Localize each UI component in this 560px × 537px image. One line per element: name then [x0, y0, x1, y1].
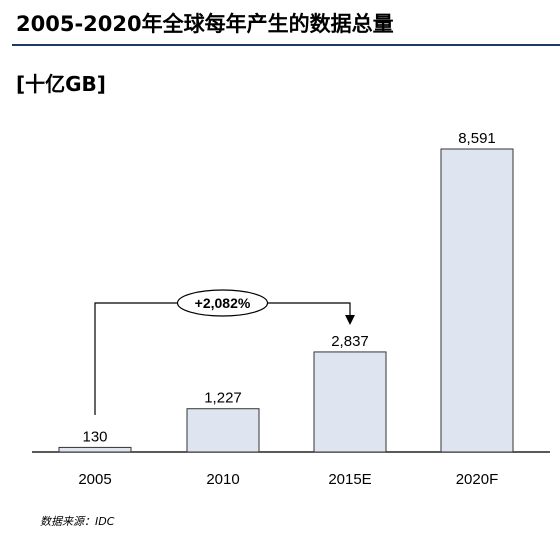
title-divider — [12, 44, 560, 46]
bar-2020F — [440, 148, 514, 453]
growth-callout-label: +2,082% — [195, 295, 251, 311]
x-tick-label: 2015E — [328, 471, 371, 488]
x-tick-label: 2005 — [78, 471, 111, 488]
unit-label: [十亿GB] — [16, 72, 106, 96]
bar-2010 — [186, 408, 260, 453]
chart-title: 2005-2020年全球每年产生的数据总量 — [16, 12, 394, 36]
bar-value-label: 8,591 — [458, 130, 496, 147]
source-note: 数据来源：IDC — [40, 515, 115, 528]
x-tick-label: 2020F — [456, 471, 499, 488]
bar-2005 — [58, 446, 132, 453]
bar-value-label: 2,837 — [331, 333, 369, 350]
bar-value-label: 1,227 — [204, 390, 242, 407]
bar-2015E — [313, 351, 387, 453]
x-tick-label: 2010 — [206, 471, 239, 488]
growth-callout-bubble — [176, 289, 269, 317]
bar-value-label: 130 — [82, 428, 107, 445]
